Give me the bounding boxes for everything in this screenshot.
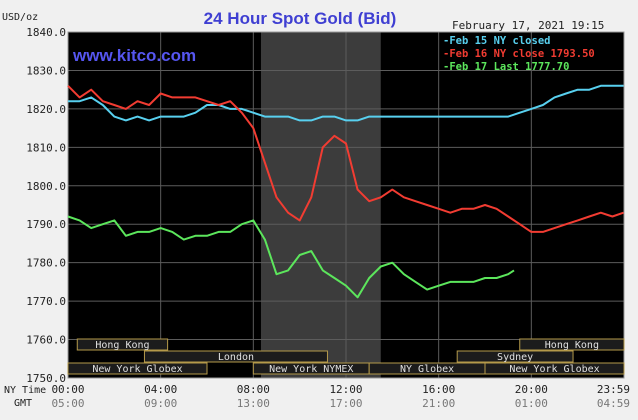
y-tick-label: 1770.0	[26, 295, 66, 308]
market-bar	[484, 362, 625, 375]
legend-entry: -Feb 15 NY closed	[443, 35, 550, 47]
ny-time-label: NY Time	[4, 385, 46, 396]
price-series	[67, 84, 624, 299]
x-tick-ny: 23:59	[597, 383, 630, 396]
y-tick-label: 1780.0	[26, 257, 66, 270]
legend: -Feb 15 NY closed-Feb 16 NY close 1793.5…	[443, 35, 595, 73]
chart-title: 24 Hour Spot Gold (Bid)	[204, 9, 397, 28]
market-label: New York Globex	[92, 364, 182, 375]
x-tick-ny: 16:00	[422, 383, 455, 396]
y-tick-label: 1800.0	[26, 180, 66, 193]
market-bar	[456, 350, 574, 363]
market-label: London	[218, 352, 254, 363]
y-tick-label: 1750.0	[26, 372, 66, 385]
y-tick-label: 1790.0	[26, 218, 66, 231]
y-axis-unit: USD/oz	[2, 12, 38, 23]
x-tick-gmt: 09:00	[144, 397, 177, 410]
x-tick-gmt: 04:59	[597, 397, 630, 410]
market-label: New York NYMEX	[269, 364, 353, 375]
y-tick-label: 1820.0	[26, 103, 66, 116]
market-label: NY Globex	[400, 364, 454, 375]
x-tick-ny: 12:00	[329, 383, 362, 396]
x-tick-ny: 08:00	[237, 383, 270, 396]
nymex-session-shade	[260, 32, 381, 378]
series-line	[68, 84, 624, 122]
market-label: Hong Kong	[545, 340, 599, 351]
series-line	[67, 215, 515, 299]
x-tick-gmt: 17:00	[329, 397, 362, 410]
market-bar	[76, 338, 169, 351]
plot-border	[67, 31, 625, 379]
x-tick-gmt: 01:00	[515, 397, 548, 410]
series-line	[67, 85, 624, 233]
market-bar	[67, 362, 208, 375]
legend-entry: -Feb 17 Last 1777.70	[443, 61, 569, 73]
x-tick-ny: 04:00	[144, 383, 177, 396]
y-tick-label: 1810.0	[26, 141, 66, 154]
x-tick-gmt: 05:00	[51, 397, 84, 410]
x-tick-ny: 20:00	[515, 383, 548, 396]
market-label: New York Globex	[509, 364, 599, 375]
site-watermark: www.kitco.com	[72, 46, 196, 65]
chart-date: February 17, 2021 19:15	[452, 19, 604, 32]
market-label: Sydney	[497, 352, 533, 363]
market-label: Hong Kong	[95, 340, 149, 351]
market-bar	[143, 350, 328, 363]
y-tick-label: 1760.0	[26, 334, 66, 347]
x-tick-labels: 00:00 04:00 08:00 12:00 16:00 20:00 23:59 05:00…	[51, 383, 630, 410]
x-tick-ny: 00:00	[51, 383, 84, 396]
y-tick-labels: 1840.0 1830.0 1820.0 1810.0 1800.0 1790.0 1780…	[26, 26, 66, 385]
x-tick-gmt: 13:00	[237, 397, 270, 410]
y-tick-label: 1840.0	[26, 26, 66, 39]
legend-entry: -Feb 16 NY close 1793.50	[443, 48, 595, 60]
market-bar	[519, 338, 625, 351]
gmt-label: GMT	[14, 398, 32, 409]
x-tick-gmt: 21:00	[422, 397, 455, 410]
y-tick-label: 1830.0	[26, 64, 66, 77]
